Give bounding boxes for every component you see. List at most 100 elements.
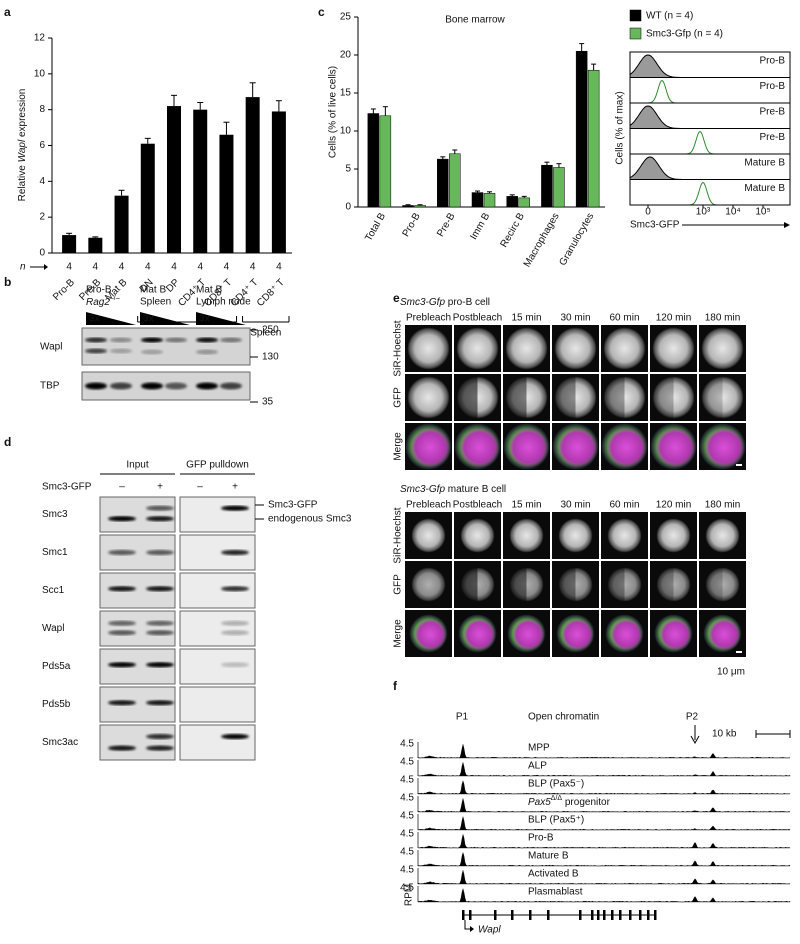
bar [449,153,461,208]
merge-magenta [508,427,549,468]
y-tick-label: 8 [39,104,45,115]
nucleus [460,518,495,553]
x-tick-label: Imm B [468,211,492,242]
exon [547,910,550,920]
histogram-frame [629,51,791,206]
row-label: GFP [393,574,404,595]
blot-band [108,700,136,706]
gfp-signal [509,567,544,602]
x-tick-label: Total B [363,211,388,243]
column-label: 120 min [656,500,692,511]
column-label: 180 min [705,313,741,324]
track-ymax: 4.5 [400,739,414,750]
track-ymax: 4.5 [400,829,414,840]
legend-label: WT (n = 4) [646,11,693,22]
group-label: Spleen [250,328,281,339]
lane-label: Mat B [140,285,166,296]
x-tick-label: 0 [645,207,651,218]
panel-letter: c [318,5,325,19]
exon [639,910,642,920]
track-signal [417,780,791,795]
n-label: n [20,262,26,273]
bleached-half [509,567,527,602]
lane-label: Mat B [196,285,222,296]
nucleus [656,518,691,553]
blot-band [108,516,136,522]
nucleus [554,327,597,370]
scale-bar [736,464,742,466]
x-tick-label: DP [164,277,182,295]
blot-band [221,733,249,740]
chart-title: Bone marrow [445,15,505,26]
y-tick-label: 10 [34,68,46,79]
peak-label: P1 [456,712,469,723]
legend-swatch [629,9,642,22]
track-title: Open chromatin [528,712,599,723]
annotation: Smc3-GFP [268,500,318,511]
lane-sublabel-part: –/– [110,295,120,302]
x-tick-label: Macrophages [522,211,562,269]
legend-swatch [629,27,642,40]
bar [414,205,426,208]
track-label: Activated B [528,869,579,880]
track-label: Pax5Δ/Δ progenitor [528,795,611,808]
row-label: Mature B [744,183,785,194]
tss-arrow [464,920,472,930]
row-label: Pds5a [42,661,71,672]
gfp-signal [411,567,446,602]
exon [597,910,600,920]
track-label: MPP [528,743,550,754]
gfp-signal [407,376,450,419]
track-ymax: 4.5 [400,883,414,894]
row-label: Merge [393,619,404,648]
blot-band [85,337,107,343]
x-axis-label: Smc3-GFP [630,220,680,231]
y-axis-label: Relative Wapl expression [17,89,28,202]
y-axis-label-part: expression [17,89,28,140]
row-label: Smc3 [42,509,68,520]
merge-magenta [414,618,447,651]
bar [88,237,103,253]
nucleus [407,327,450,370]
track-unit: RPM [404,884,415,906]
x-tick-label: CD8⁺ T [255,277,287,309]
merge-magenta [557,427,598,468]
lane-sublabel: Rag2–/– [86,295,120,308]
track-label: Mature B [528,851,569,862]
blot-band [146,630,174,636]
blot [179,610,256,647]
x-tick-label: Pre-B [435,211,457,239]
y-axis-label: Cells (% of live cells) [328,66,339,158]
marker-label: 35 [262,397,274,408]
nucleus [607,518,642,553]
exon [611,910,614,920]
bar [587,69,600,208]
lane-label: Pro-B [86,285,112,296]
merge-magenta [610,618,643,651]
x-tick-label: Pro-B [401,211,423,239]
x-tick-label: 10³ [696,207,711,218]
exon [603,910,606,920]
blot-band [196,349,218,355]
track-label-part: Δ/Δ [551,795,563,802]
row-label: SiR-Hoechst [393,320,404,376]
gfp-signal [705,567,740,602]
bar [167,106,181,253]
blot-band [85,382,107,390]
gfp-signal [558,567,593,602]
blot-band [146,745,174,751]
exon [629,910,632,920]
column-label: 180 min [705,500,741,511]
dilution-wedge [86,312,136,325]
exon [647,910,650,920]
bar [518,197,530,208]
blot-band [108,586,136,592]
sign: – [119,482,125,493]
n-value: 4 [276,262,282,273]
bleached-half [705,567,723,602]
sign: + [232,482,238,493]
column-label: 15 min [511,500,541,511]
blot [99,496,176,533]
track-label-part: progenitor [562,797,610,808]
